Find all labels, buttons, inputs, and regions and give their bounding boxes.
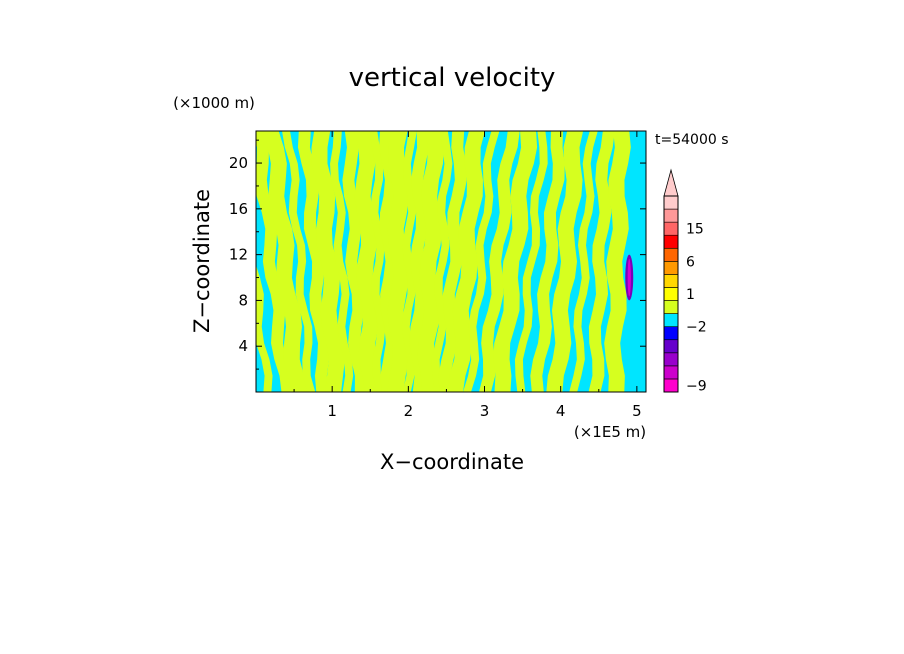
x-tick-label: 4: [556, 402, 566, 420]
colorbar-level: [663, 339, 679, 354]
velocity-streak: [530, 131, 565, 392]
colorbar-level: [663, 247, 679, 262]
plot-area: [255, 130, 647, 393]
y-tick-label: 12: [229, 246, 248, 264]
velocity-streak: [478, 131, 520, 392]
colorbar-level: [663, 261, 679, 275]
velocity-streak: [256, 131, 294, 392]
y-tick-label: 20: [229, 154, 248, 172]
chart-title: vertical velocity: [349, 63, 556, 93]
velocity-streak: [354, 131, 382, 392]
velocity-streak: [417, 131, 444, 392]
x-tick-label: 1: [327, 402, 337, 420]
y-unit-label: (×1000 m): [173, 94, 255, 112]
velocity-streak: [369, 131, 386, 392]
colorbar-level: [663, 378, 679, 393]
colorbar-level: [663, 234, 679, 249]
velocity-streak: [463, 131, 500, 392]
velocity-streak: [493, 131, 538, 392]
anomaly-core: [627, 258, 631, 297]
colorbar-label: −9: [686, 378, 707, 394]
colorbar-frame: [663, 195, 679, 393]
colorbar-level: [663, 365, 679, 380]
velocity-streak: [330, 131, 354, 392]
velocity-streak: [604, 131, 631, 392]
velocity-streak: [256, 265, 273, 392]
y-tick-label: 8: [238, 291, 248, 309]
colorbar-level: [663, 300, 679, 314]
colorbar-extend-arrow: [663, 168, 679, 197]
colorbar-level: [663, 221, 679, 236]
velocity-streak: [514, 131, 548, 392]
velocity-streak: [262, 131, 309, 392]
colorbar-level: [663, 352, 679, 367]
x-axis-label: X−coordinate: [380, 450, 524, 474]
velocity-streak: [588, 131, 615, 392]
velocity-streak: [546, 131, 584, 392]
velocity-anomaly: [625, 254, 634, 301]
x-tick-label: 5: [632, 402, 642, 420]
colorbar-level: [663, 326, 679, 341]
colorbar: 15 6 1 −2 −9: [663, 168, 707, 394]
x-tick-label: 2: [404, 402, 414, 420]
colorbar-label: −2: [686, 320, 707, 336]
y-tick-label: 16: [229, 200, 248, 218]
velocity-streak: [342, 131, 367, 392]
time-label: t=54000 s: [655, 132, 729, 148]
velocity-streak: [282, 131, 316, 392]
velocity-streak: [431, 131, 453, 392]
plot-frame: [255, 130, 647, 393]
x-axis: 1 2 3 4 5: [293, 131, 642, 420]
colorbar-level: [663, 195, 679, 210]
velocity-streak: [569, 131, 598, 392]
colorbar-level: [663, 208, 679, 223]
y-tick-label: 4: [238, 337, 248, 355]
y-axis-label: Z−coordinate: [190, 189, 214, 333]
colorbar-label: 1: [686, 287, 695, 303]
velocity-streak: [438, 131, 467, 392]
velocity-streak: [311, 131, 345, 392]
colorbar-label: 15: [686, 222, 704, 238]
x-tick-label: 3: [480, 402, 490, 420]
velocity-streak: [446, 131, 485, 392]
velocity-streaks: [256, 131, 631, 392]
x-unit-label: (×1E5 m): [574, 423, 646, 441]
colorbar-level: [663, 287, 679, 301]
colorbar-level: [663, 274, 679, 288]
colorbar-label: 6: [686, 254, 695, 270]
y-axis: 4 8 12 16 20: [229, 139, 646, 370]
colorbar-level: [663, 313, 679, 327]
